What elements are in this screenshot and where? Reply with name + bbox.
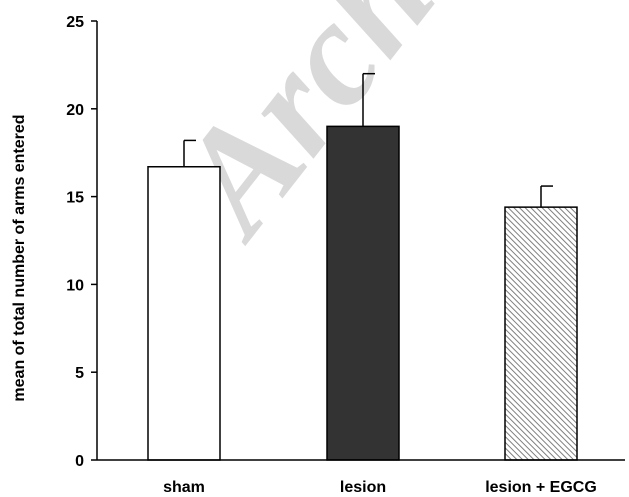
x-labels-group: sham lesion lesion + EGCG: [163, 479, 597, 496]
y-tick-label-0: 0: [75, 453, 84, 470]
y-tick-label-5: 5: [75, 365, 84, 382]
y-tick-label-15: 15: [66, 190, 84, 207]
x-tick-label-lesion-egcg: lesion + EGCG: [485, 479, 597, 496]
bars-group: [147, 125, 578, 461]
y-ticks-group: 0 5 10 15 20 25: [66, 14, 97, 470]
y-tick-label-10: 10: [66, 277, 84, 294]
x-tick-label-lesion: lesion: [340, 479, 386, 496]
y-axis-title: mean of total number of arms entered: [11, 114, 28, 401]
y-tick-label-25: 25: [66, 14, 84, 31]
error-bars-group: [183, 72, 553, 208]
bar-lesion: [326, 125, 400, 461]
bar-lesion-egcg: [504, 206, 578, 461]
y-tick-label-20: 20: [66, 102, 84, 119]
bar-sham: [147, 165, 221, 461]
x-tick-label-sham: sham: [163, 479, 205, 496]
